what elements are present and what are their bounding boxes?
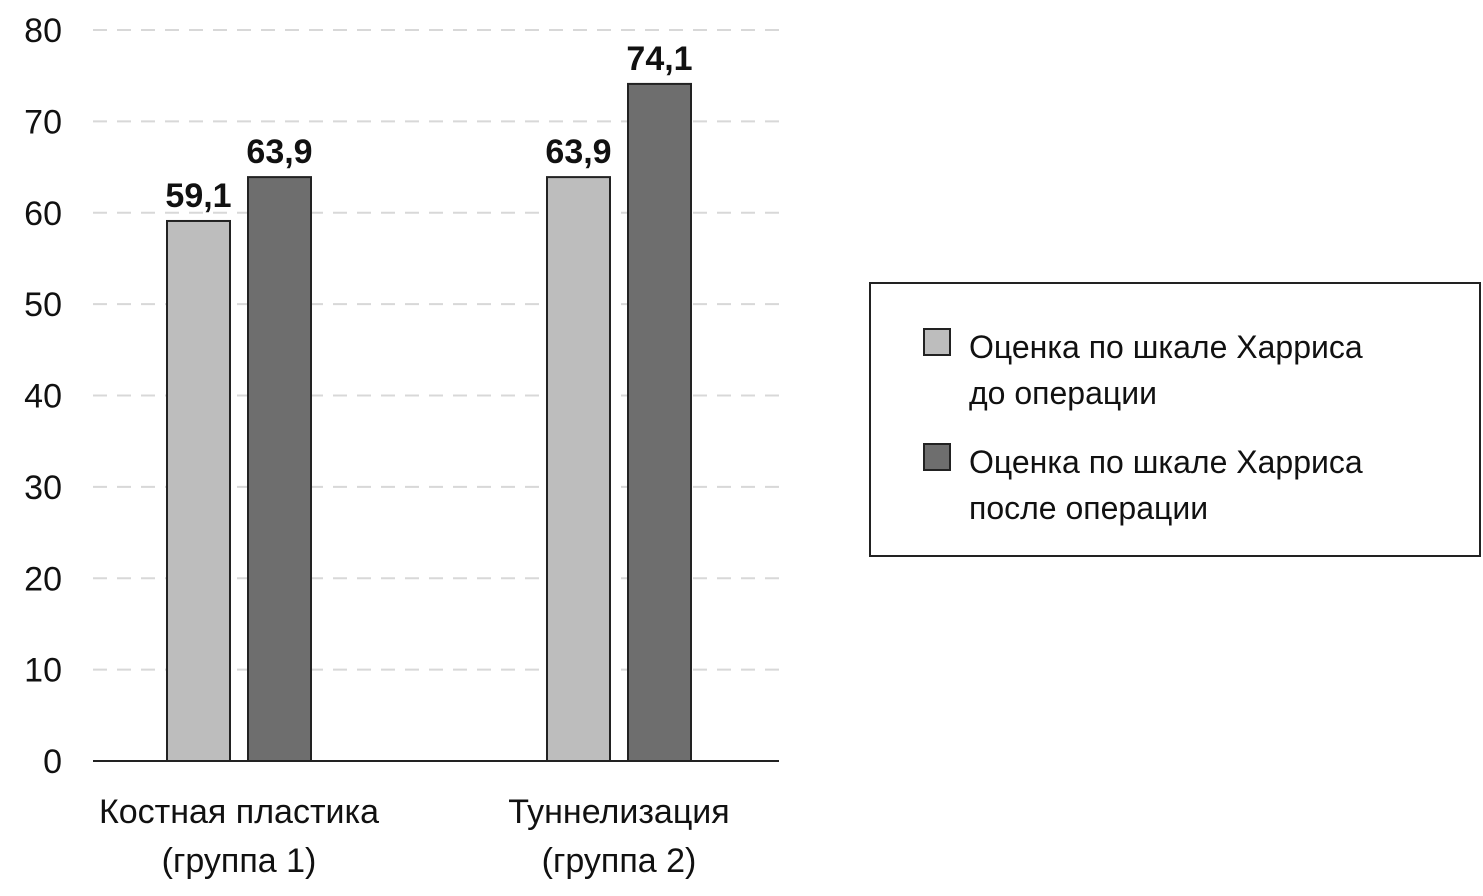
legend-item-after: Оценка по шкале Харриса после операции <box>923 439 1429 531</box>
value-label-1-1: 59,1 <box>165 177 231 215</box>
legend-label-after: Оценка по шкале Харриса после операции <box>969 439 1429 531</box>
bar-1-1 <box>166 219 231 762</box>
x-category-label-1-line1: Костная пластика <box>99 793 379 831</box>
y-tick-label-0: 0 <box>43 743 62 781</box>
legend-swatch-before <box>923 328 951 356</box>
bar-1-2 <box>247 176 312 762</box>
legend-label-after-line2: после операции <box>969 490 1209 526</box>
y-tick-label-60: 60 <box>24 195 62 233</box>
legend-label-before: Оценка по шкале Харриса до операции <box>969 324 1429 416</box>
bar-chart: 0 10 20 30 40 50 60 70 80 59,1 63,9 Костная пластик… <box>24 12 779 880</box>
legend-swatch-after <box>923 443 951 471</box>
legend-label-after-line1: Оценка по шкале Харриса <box>969 444 1363 480</box>
chart-legend: Оценка по шкале Харриса до операции Оцен… <box>869 282 1481 557</box>
value-label-1-2: 63,9 <box>246 133 312 171</box>
y-tick-label-10: 10 <box>24 652 62 690</box>
x-category-label-2-line2: (группа 2) <box>542 842 697 880</box>
y-tick-label-50: 50 <box>24 286 62 324</box>
y-tick-label-70: 70 <box>24 103 62 141</box>
y-tick-label-40: 40 <box>24 378 62 416</box>
value-label-2-2: 74,1 <box>626 40 692 78</box>
y-tick-label-30: 30 <box>24 469 62 507</box>
bar-2-2 <box>627 82 692 762</box>
y-tick-label-80: 80 <box>24 12 62 50</box>
legend-label-before-line1: Оценка по шкале Харриса <box>969 329 1363 365</box>
legend-label-before-line2: до операции <box>969 375 1157 411</box>
x-category-label-2-line1: Туннелизация <box>508 793 729 831</box>
legend-item-before: Оценка по шкале Харриса до операции <box>923 324 1429 416</box>
y-tick-label-20: 20 <box>24 560 62 598</box>
bar-2-1 <box>546 176 611 762</box>
value-label-2-1: 63,9 <box>545 133 611 171</box>
x-category-label-1-line2: (группа 1) <box>162 842 317 880</box>
